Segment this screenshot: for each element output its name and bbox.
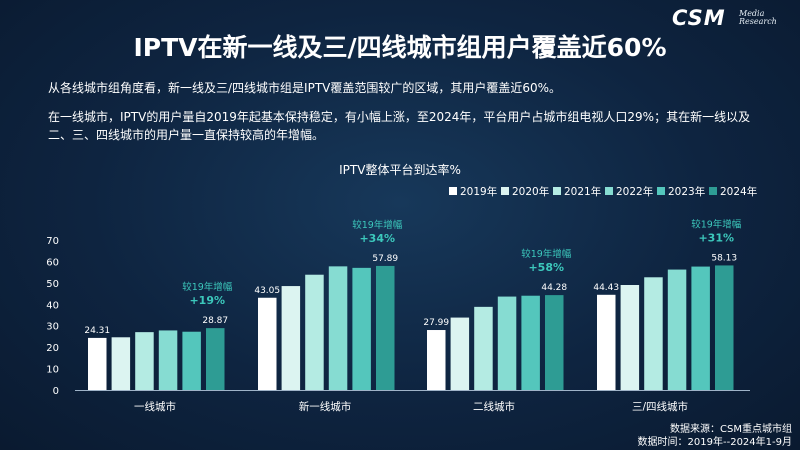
bar <box>281 286 301 390</box>
data-label: 44.43 <box>593 283 619 293</box>
data-label: 44.28 <box>541 283 567 293</box>
y-tick-label: 0 <box>53 386 59 397</box>
summary-paragraph-2: 在一线城市，IPTV的用户量自2019年起基本保持稳定，有小幅上涨，至2024年… <box>48 110 751 142</box>
data-label: 27.99 <box>423 318 449 328</box>
bar <box>88 337 107 390</box>
y-tick-label: 30 <box>46 322 59 333</box>
x-category-label: 新一线城市 <box>299 400 352 413</box>
y-tick-label: 50 <box>46 279 59 290</box>
bar <box>135 332 154 390</box>
legend-swatch-3 <box>553 187 561 195</box>
summary-paragraph-1: 从各线城市组角度看，新一线及三/四线城市组是IPTV覆盖范围较广的区域，其用户覆… <box>48 81 562 95</box>
data-label: 57.89 <box>372 254 398 264</box>
bar <box>497 296 517 390</box>
legend-swatch-5 <box>657 187 665 195</box>
data-label: 28.87 <box>202 316 228 326</box>
growth-annotation-value: +19% <box>189 294 225 307</box>
growth-annotation-label: 较19年增幅 <box>521 248 572 260</box>
bar <box>521 295 540 390</box>
data-source-note: 数据来源：CSM重点城市组 <box>670 424 792 435</box>
growth-annotation-label: 较19年增幅 <box>691 218 742 230</box>
y-tick-label: 60 <box>46 257 59 268</box>
data-label: 24.31 <box>84 326 110 336</box>
bar <box>667 269 687 390</box>
bar <box>450 317 470 390</box>
legend-label-2: 2020年 <box>512 185 549 198</box>
legend-label-1: 2019年 <box>460 185 497 198</box>
x-category-label: 一线城市 <box>134 400 176 413</box>
data-label: 58.13 <box>711 253 737 263</box>
bar <box>597 294 616 390</box>
bar <box>258 297 277 390</box>
csm-logo: CSM Media Research <box>672 6 792 36</box>
bar <box>715 265 734 390</box>
chart-title: IPTV整体平台到达率% <box>339 162 461 177</box>
bar <box>158 330 178 390</box>
bar <box>328 266 348 390</box>
legend-label-3: 2021年 <box>564 185 601 198</box>
y-tick-label: 70 <box>46 236 59 247</box>
bar <box>206 328 225 390</box>
growth-annotation-value: +58% <box>528 261 564 274</box>
bar <box>305 274 324 390</box>
legend-label-4: 2022年 <box>616 185 653 198</box>
growth-annotation-value: +34% <box>359 232 395 245</box>
legend-label-5: 2023年 <box>668 185 705 198</box>
logo-text: CSM <box>672 6 726 30</box>
bar <box>427 330 446 390</box>
data-time-note: 数据时间：2019年--2024年1-9月 <box>637 437 792 448</box>
y-tick-label: 40 <box>46 300 59 311</box>
logo-subtitle: Media Research <box>739 9 777 26</box>
y-tick-label: 10 <box>46 365 59 376</box>
bar <box>474 306 493 390</box>
x-category-label: 二线城市 <box>473 400 515 413</box>
bar <box>691 266 710 390</box>
legend-swatch-4 <box>605 187 613 195</box>
x-category-label: 三/四线城市 <box>632 400 688 413</box>
bar <box>182 331 201 390</box>
data-label: 43.05 <box>254 286 280 296</box>
y-tick-label: 20 <box>46 343 59 354</box>
growth-annotation-value: +31% <box>698 231 734 244</box>
page-title: IPTV在新一线及三/四线城市组用户覆盖近60% <box>133 33 667 62</box>
bar <box>620 285 640 390</box>
growth-annotation-label: 较19年增幅 <box>352 219 403 231</box>
bar <box>111 337 131 390</box>
legend-label-6: 2024年 <box>720 185 757 198</box>
bar <box>644 277 663 390</box>
legend-swatch-2 <box>501 187 509 195</box>
legend-swatch-6 <box>709 187 717 195</box>
legend-swatch-1 <box>449 187 457 195</box>
bar <box>376 265 395 390</box>
bar <box>545 295 564 390</box>
bar <box>352 267 371 390</box>
growth-annotation-label: 较19年增幅 <box>182 281 233 293</box>
